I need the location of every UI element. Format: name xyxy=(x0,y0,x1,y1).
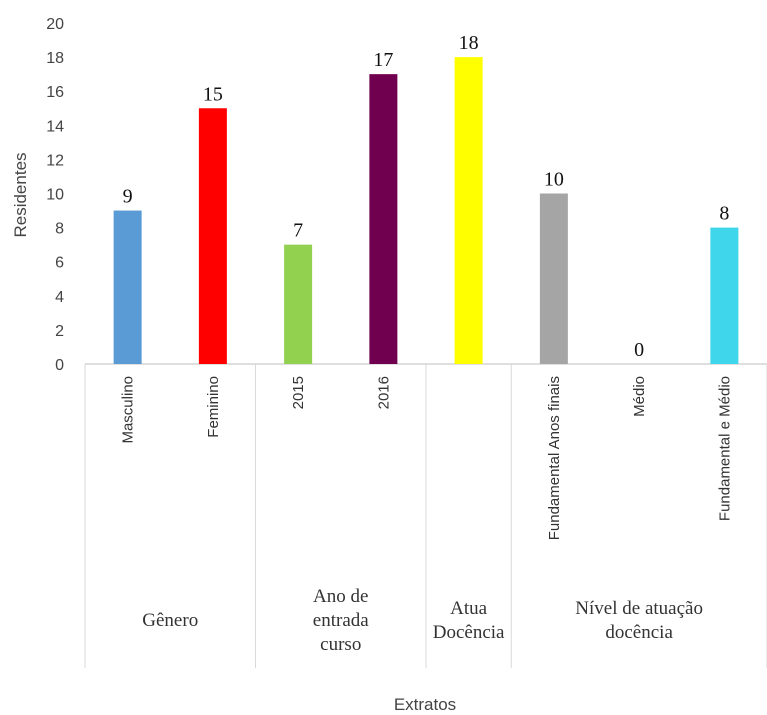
group-separators xyxy=(84,364,767,668)
y-tick-label: 4 xyxy=(55,289,64,306)
data-label: 8 xyxy=(719,203,729,225)
data-label: 0 xyxy=(634,339,644,361)
category-label: 2016 xyxy=(375,376,392,409)
x-axis-title: Extratos xyxy=(394,695,456,714)
y-tick-label: 6 xyxy=(55,255,64,272)
data-label: 18 xyxy=(459,32,479,54)
bar xyxy=(369,74,398,365)
y-axis-ticks: 0 2 4 6 8 10 12 14 16 18 20 xyxy=(46,16,64,374)
group-label-line: Gênero xyxy=(142,610,198,631)
category-label: Feminino xyxy=(205,376,222,438)
group-label-line: Ano de xyxy=(313,586,368,607)
category-labels: Masculino Feminino 2015 2016 Fundamental Ano… xyxy=(120,376,734,540)
bar xyxy=(539,193,568,364)
data-label: 15 xyxy=(203,83,223,105)
category-label: Masculino xyxy=(120,376,137,444)
y-tick-label: 8 xyxy=(55,221,64,238)
group-label: Ano de entrada curso xyxy=(313,586,369,655)
y-tick-label: 14 xyxy=(46,118,64,135)
group-label: Nível de atuação docência xyxy=(575,598,703,643)
y-axis-title: Residentes xyxy=(11,152,30,237)
group-label-line: entrada xyxy=(313,610,369,631)
group-label-line: docência xyxy=(605,622,673,643)
group-label-line: curso xyxy=(320,634,361,655)
data-labels: 9 15 7 17 18 10 0 8 xyxy=(123,32,730,361)
data-label: 17 xyxy=(373,49,393,71)
data-label: 9 xyxy=(123,186,133,208)
y-tick-label: 20 xyxy=(46,16,64,33)
bar xyxy=(284,244,313,364)
y-tick-label: 16 xyxy=(46,84,64,101)
y-tick-label: 12 xyxy=(46,152,64,169)
group-label-line: Docência xyxy=(433,622,505,643)
bar xyxy=(198,108,227,364)
category-label: Fundamental e Médio xyxy=(716,376,733,521)
y-tick-label: 0 xyxy=(55,357,64,374)
group-label: Atua Docência xyxy=(433,598,505,643)
category-label: Médio xyxy=(631,376,648,417)
bar xyxy=(710,227,739,364)
data-label: 7 xyxy=(293,220,303,242)
y-tick-label: 2 xyxy=(55,323,64,340)
bars xyxy=(113,57,739,365)
data-label: 10 xyxy=(544,169,564,191)
y-tick-label: 10 xyxy=(46,187,64,204)
group-label: Gênero xyxy=(142,610,198,631)
category-label: 2015 xyxy=(290,376,307,409)
y-tick-label: 18 xyxy=(46,50,64,67)
category-label: Fundamental Anos finais xyxy=(546,376,563,540)
group-label-line: Nível de atuação xyxy=(575,598,703,619)
bar xyxy=(454,57,483,364)
group-labels: Gênero Ano de entrada curso Atua Docência Níve… xyxy=(142,586,703,655)
group-label-line: Atua xyxy=(450,598,488,619)
bar xyxy=(113,210,142,364)
